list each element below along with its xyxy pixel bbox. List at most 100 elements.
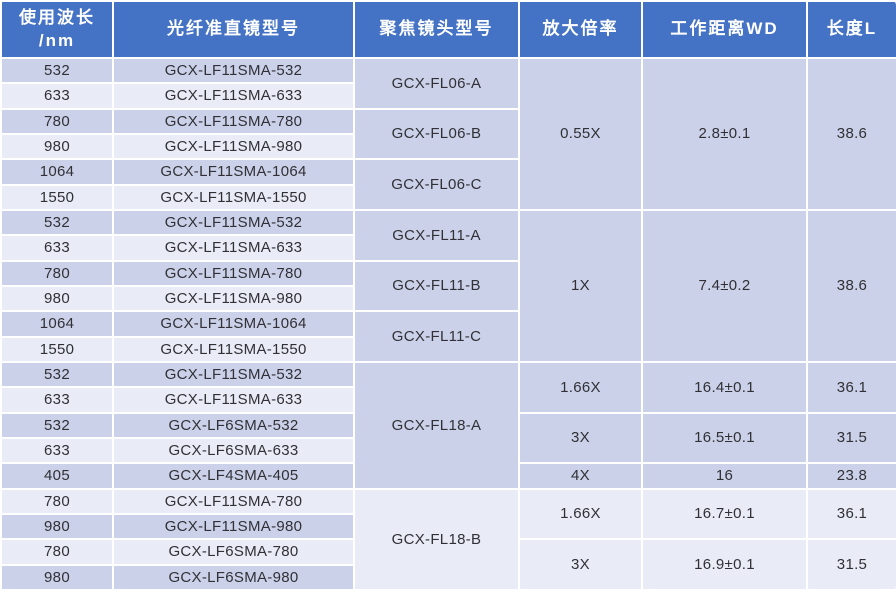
collimator-model-cell: GCX-LF11SMA-980 [112,512,355,541]
lens-model-cell: GCX-FL11-B [353,259,520,313]
collimator-model-cell: GCX-LF11SMA-1550 [112,335,355,363]
column-header-wavelength: 使用波长 /nm [0,0,114,59]
wavelength-cell: 1550 [0,183,114,211]
table-row: 1550 GCX-LF11SMA-1550 [0,335,896,363]
column-header-collimator-model: 光纤准直镜型号 [112,0,355,59]
length-cell: 38.6 [806,57,896,211]
collimator-model-cell: GCX-LF6SMA-780 [112,538,355,566]
wavelength-cell: 405 [0,462,114,490]
table-row: 633 GCX-LF11SMA-633 [0,386,896,414]
wavelength-cell: 980 [0,563,114,591]
column-header-length: 长度L [806,0,896,59]
column-header-wavelength-line1: 使用波长 [19,7,95,27]
column-header-lens-model: 聚焦镜头型号 [353,0,520,59]
lens-model-cell: GCX-FL18-A [353,360,520,490]
table-row: 633 GCX-LF11SMA-633 [0,234,896,262]
collimator-model-cell: GCX-LF6SMA-980 [112,563,355,591]
collimator-model-cell: GCX-LF11SMA-633 [112,386,355,414]
length-cell: 31.5 [806,411,896,465]
table-row: 1064 GCX-LF11SMA-1064 GCX-FL11-C [0,310,896,363]
collimator-model-cell: GCX-LF11SMA-980 [112,284,355,313]
wavelength-cell: 633 [0,436,114,465]
working-distance-cell: 7.4±0.2 [641,208,808,363]
length-cell: 36.1 [806,360,896,414]
wavelength-cell: 980 [0,284,114,313]
collimator-model-cell: GCX-LF11SMA-780 [112,107,355,135]
wavelength-cell: 633 [0,386,114,414]
working-distance-cell: 16.5±0.1 [641,411,808,465]
wavelength-cell: 633 [0,82,114,110]
working-distance-cell: 16 [641,462,808,490]
collimator-model-cell: GCX-LF6SMA-633 [112,436,355,465]
wavelength-cell: 780 [0,487,114,515]
magnification-cell: 1X [518,208,643,363]
collimator-model-cell: GCX-LF11SMA-532 [112,56,355,85]
table-row: 780 GCX-LF6SMA-780 3X 16.9±0.1 31.5 [0,538,896,591]
collimator-model-cell: GCX-LF11SMA-532 [112,208,355,237]
wavelength-cell: 780 [0,259,114,287]
magnification-cell: 3X [518,411,643,465]
table-row: 532 GCX-LF6SMA-532 3X 16.5±0.1 31.5 [0,411,896,465]
collimator-model-cell: GCX-LF11SMA-1550 [112,183,355,211]
magnification-cell: 4X [518,462,643,490]
table-row: 780 GCX-LF11SMA-780 GCX-FL11-B [0,259,896,313]
collimator-model-cell: GCX-LF11SMA-1064 [112,310,355,338]
table-row: 780 GCX-LF11SMA-780 GCX-FL06-B [0,107,896,161]
length-cell: 31.5 [806,538,896,591]
lens-model-cell: GCX-FL11-C [353,310,520,363]
table-row: 405 GCX-LF4SMA-405 4X 16 23.8 [0,462,896,490]
wavelength-cell: 780 [0,107,114,135]
wavelength-cell: 532 [0,56,114,85]
table-row: 980 GCX-LF11SMA-980 [0,284,896,313]
collimator-model-cell: GCX-LF11SMA-780 [112,259,355,287]
table-row: 633 GCX-LF6SMA-633 [0,436,896,465]
collimator-model-cell: GCX-LF4SMA-405 [112,462,355,490]
header-row: 使用波长 /nm 光纤准直镜型号 聚焦镜头型号 放大倍率 工作距离WD 长度L [0,0,896,59]
table-row: 980 GCX-LF11SMA-980 [0,512,896,541]
length-cell: 38.6 [806,208,896,363]
working-distance-cell: 2.8±0.1 [641,57,808,211]
collimator-model-cell: GCX-LF11SMA-633 [112,234,355,262]
wavelength-cell: 980 [0,512,114,541]
table-row: 532 GCX-LF11SMA-532 GCX-FL18-A 1.66X 16.… [0,360,896,490]
collimator-model-cell: GCX-LF11SMA-633 [112,82,355,110]
length-cell: 36.1 [806,487,896,541]
lens-model-cell: GCX-FL11-A [353,208,520,262]
wavelength-cell: 1064 [0,158,114,186]
working-distance-cell: 16.7±0.1 [641,487,808,541]
magnification-cell: 0.55X [518,57,643,211]
column-header-magnification: 放大倍率 [518,0,643,59]
magnification-cell: 3X [518,538,643,591]
lens-model-cell: GCX-FL06-A [353,57,520,110]
collimator-model-cell: GCX-LF6SMA-532 [112,411,355,439]
wavelength-cell: 1064 [0,310,114,338]
table-row: 980 GCX-LF11SMA-980 [0,132,896,161]
length-cell: 23.8 [806,462,896,490]
collimator-model-cell: GCX-LF11SMA-1064 [112,158,355,186]
wavelength-cell: 1550 [0,335,114,363]
column-header-working-distance: 工作距离WD [641,0,808,59]
collimator-model-cell: GCX-LF11SMA-532 [112,360,355,389]
wavelength-cell: 532 [0,411,114,439]
table-row: 780 GCX-LF11SMA-780 GCX-FL18-B 1.66X 16.… [0,487,896,591]
table-row: 980 GCX-LF6SMA-980 [0,563,896,591]
wavelength-cell: 980 [0,132,114,161]
working-distance-cell: 16.4±0.1 [641,360,808,414]
table-row: 633 GCX-LF11SMA-633 [0,82,896,110]
table-row: 532 GCX-LF11SMA-532 GCX-FL11-A 1X 7.4±0.… [0,208,896,363]
wavelength-cell: 532 [0,208,114,237]
lens-model-cell: GCX-FL06-C [353,158,520,211]
magnification-cell: 1.66X [518,487,643,541]
wavelength-cell: 532 [0,360,114,389]
lens-model-cell: GCX-FL06-B [353,107,520,161]
collimator-model-cell: GCX-LF11SMA-780 [112,487,355,515]
lens-model-cell: GCX-FL18-B [353,487,520,591]
magnification-cell: 1.66X [518,360,643,414]
table-row: 1550 GCX-LF11SMA-1550 [0,183,896,211]
table-row: 532 GCX-LF11SMA-532 GCX-FL06-A 0.55X 2.8… [0,56,896,211]
column-header-wavelength-line2: /nm [38,30,76,50]
table-row: 1064 GCX-LF11SMA-1064 GCX-FL06-C [0,158,896,211]
wavelength-cell: 633 [0,234,114,262]
